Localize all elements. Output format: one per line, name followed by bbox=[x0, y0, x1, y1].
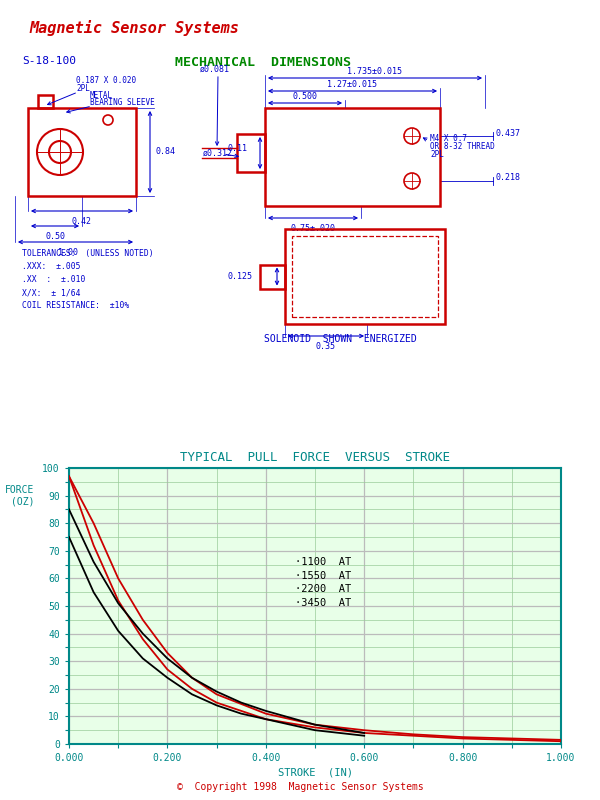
Bar bbox=[292, 236, 438, 317]
Bar bbox=[260, 265, 285, 289]
Text: 1.00: 1.00 bbox=[58, 248, 78, 257]
Text: OR 8-32 THREAD: OR 8-32 THREAD bbox=[430, 142, 495, 151]
Text: .XXX:  ±.005: .XXX: ±.005 bbox=[22, 262, 80, 271]
Text: SOLENOID  SHOWN  ENERGIZED: SOLENOID SHOWN ENERGIZED bbox=[263, 334, 416, 344]
Text: 0.437: 0.437 bbox=[495, 129, 520, 138]
Bar bbox=[285, 229, 445, 324]
Text: X/X:  ± 1/64: X/X: ± 1/64 bbox=[22, 288, 80, 297]
Text: 0.11: 0.11 bbox=[227, 144, 247, 153]
Text: 1.27±0.015: 1.27±0.015 bbox=[328, 80, 377, 89]
Text: ·2200  AT: ·2200 AT bbox=[295, 585, 352, 594]
Text: 0.50: 0.50 bbox=[45, 232, 65, 241]
Text: Magnetic Sensor Systems: Magnetic Sensor Systems bbox=[29, 20, 239, 36]
Text: TOLERANCES:  (UNLESS NOTED): TOLERANCES: (UNLESS NOTED) bbox=[22, 249, 154, 258]
Text: ©  Copyright 1998  Magnetic Sensor Systems: © Copyright 1998 Magnetic Sensor Systems bbox=[176, 782, 424, 792]
Text: 0.35: 0.35 bbox=[316, 342, 336, 351]
Text: 0.125: 0.125 bbox=[228, 272, 253, 281]
Text: M4 X 0.7: M4 X 0.7 bbox=[430, 134, 467, 143]
Text: COIL RESISTANCE:  ±10%: COIL RESISTANCE: ±10% bbox=[22, 301, 129, 310]
Title: TYPICAL  PULL  FORCE  VERSUS  STROKE: TYPICAL PULL FORCE VERSUS STROKE bbox=[180, 451, 450, 464]
Text: 0.42: 0.42 bbox=[72, 217, 92, 226]
Text: 0.187 X 0.020: 0.187 X 0.020 bbox=[76, 76, 136, 85]
Text: 0.84: 0.84 bbox=[155, 147, 175, 157]
Text: MECHANICAL  DIMENSIONS: MECHANICAL DIMENSIONS bbox=[175, 56, 351, 69]
Text: ø0.081: ø0.081 bbox=[200, 65, 230, 74]
Y-axis label: FORCE
(OZ): FORCE (OZ) bbox=[5, 485, 35, 506]
Text: 2PL: 2PL bbox=[76, 84, 90, 93]
Bar bbox=[265, 108, 440, 206]
X-axis label: STROKE  (IN): STROKE (IN) bbox=[277, 767, 353, 777]
Text: ·1550  AT: ·1550 AT bbox=[295, 570, 352, 581]
Text: S-18-100: S-18-100 bbox=[22, 56, 76, 66]
Bar bbox=[38, 95, 53, 108]
Text: 0.500: 0.500 bbox=[293, 92, 317, 101]
Text: ø0.312: ø0.312 bbox=[203, 149, 233, 158]
Text: 0.218: 0.218 bbox=[495, 174, 520, 182]
Text: ·3450  AT: ·3450 AT bbox=[295, 598, 352, 608]
Text: .XX  :  ±.010: .XX : ±.010 bbox=[22, 275, 85, 284]
Text: 2PL: 2PL bbox=[430, 150, 444, 159]
Bar bbox=[28, 108, 136, 196]
Text: BEARING SLEEVE: BEARING SLEEVE bbox=[90, 98, 155, 107]
Text: 1.735±0.015: 1.735±0.015 bbox=[347, 67, 403, 76]
Text: 0.75±.020: 0.75±.020 bbox=[290, 224, 335, 233]
Text: METAL: METAL bbox=[90, 91, 113, 100]
Text: ·1100  AT: ·1100 AT bbox=[295, 557, 352, 567]
Bar bbox=[237, 134, 265, 172]
